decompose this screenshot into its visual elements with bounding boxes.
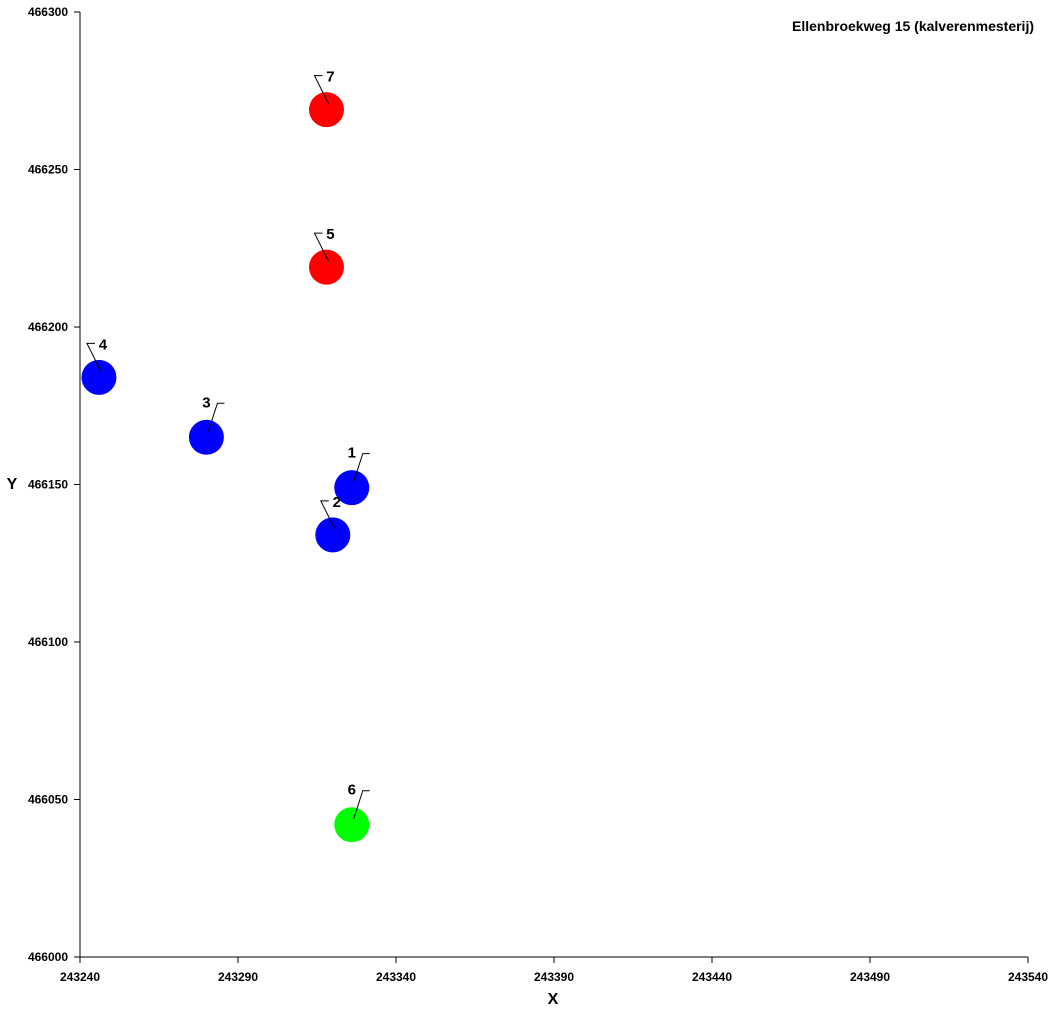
x-tick-label: 243440 (692, 970, 732, 984)
data-point-6: 6 (334, 782, 370, 843)
point-marker (334, 807, 370, 843)
x-axis-title: X (548, 991, 559, 1008)
label-leader-line (313, 75, 329, 104)
point-label: 3 (202, 394, 210, 411)
x-tick-label: 243340 (376, 970, 416, 984)
y-tick-label: 466100 (28, 635, 68, 649)
data-point-7: 7 (308, 69, 344, 128)
y-tick-label: 466000 (28, 950, 68, 964)
data-point-1: 1 (334, 445, 370, 506)
chart-title: Ellenbroekweg 15 (kalverenmesterij) (792, 18, 1034, 34)
x-tick-label: 243490 (850, 970, 890, 984)
x-tick-label: 243240 (60, 970, 100, 984)
y-tick-label: 466200 (28, 320, 68, 334)
y-tick-label: 466150 (28, 478, 68, 492)
label-leader-line (86, 342, 102, 372)
point-marker (188, 419, 224, 455)
x-axis-ticks: 243240 243290 243340 243390 243440 243490 2435… (60, 957, 1048, 984)
y-tick-label: 466300 (28, 5, 68, 19)
y-axis-title: Y (7, 476, 18, 493)
label-leader-line (319, 500, 336, 530)
data-point-5: 5 (308, 226, 344, 285)
data-points: 1 2 3 4 5 6 7 (81, 69, 370, 843)
point-label: 4 (99, 336, 108, 353)
x-tick-label: 243390 (534, 970, 574, 984)
point-label: 2 (333, 494, 341, 511)
point-label: 5 (326, 226, 334, 243)
y-tick-label: 466250 (28, 163, 68, 177)
point-label: 7 (326, 69, 334, 86)
x-tick-label: 243540 (1008, 970, 1048, 984)
label-leader-line (353, 790, 370, 819)
point-marker (81, 359, 117, 395)
y-axis-ticks: 466000 466050 466100 466150 466200 466250 4663… (28, 5, 80, 964)
data-point-2: 2 (315, 494, 351, 553)
data-point-4: 4 (81, 336, 117, 395)
label-leader-line (353, 453, 370, 482)
point-marker (308, 92, 344, 128)
x-tick-label: 243290 (218, 970, 258, 984)
label-leader-line (313, 232, 329, 262)
point-marker (308, 249, 344, 285)
data-point-3: 3 (188, 394, 225, 455)
y-tick-label: 466050 (28, 793, 68, 807)
point-marker (334, 470, 370, 506)
point-marker (315, 517, 351, 553)
label-leader-line (207, 402, 225, 432)
point-label: 1 (348, 445, 356, 462)
point-label: 6 (348, 782, 356, 799)
